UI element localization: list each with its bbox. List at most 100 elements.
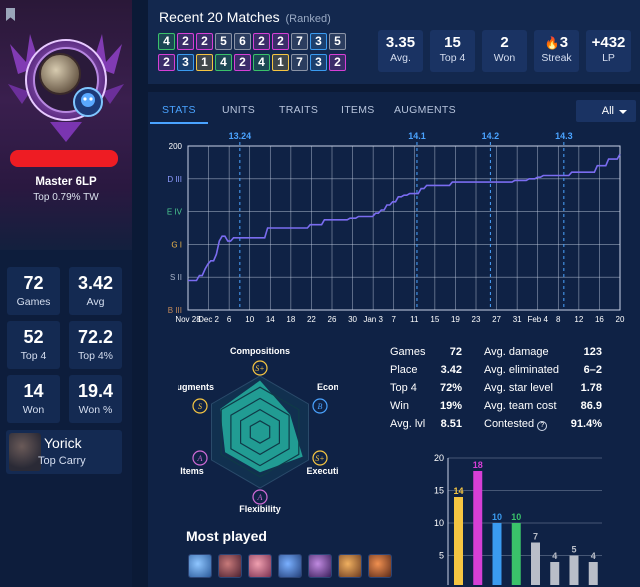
stat-value: 52 (23, 327, 44, 347)
x-tick-label: 10 (245, 315, 254, 324)
x-tick-label: 6 (227, 315, 232, 324)
stats-panel: STATS UNITS TRAITS ITEMS AUGMENTS All 20… (148, 92, 640, 587)
header-stat-lp: +432 LP (586, 30, 631, 72)
master-rank-emblem (0, 14, 132, 146)
y-tick-label: D III (167, 175, 182, 184)
x-tick-label: Dec 2 (198, 315, 219, 324)
grade-badge (312, 450, 328, 466)
champion-icon[interactable] (308, 554, 332, 578)
x-tick-label: 14 (266, 315, 275, 324)
yorick-avatar (9, 433, 41, 471)
header-stat-won: 2 Won (482, 30, 527, 72)
placement-bar (473, 471, 483, 585)
stats-label: Win (390, 400, 409, 412)
stats-value: 3.42 (440, 364, 462, 376)
placement-badge[interactable]: 1 (272, 54, 289, 71)
y-tick-label: G I (171, 240, 182, 249)
placement-badge[interactable]: 5 (329, 33, 346, 50)
x-tick-label: 26 (328, 315, 337, 324)
radar-value-area (220, 380, 303, 473)
champion-icon[interactable] (278, 554, 302, 578)
rank-percentile: Top 0.79% TW (33, 192, 99, 203)
placement-badge[interactable]: 2 (177, 33, 194, 50)
x-tick-label: 8 (556, 315, 561, 324)
stat-label: Games (16, 296, 51, 308)
flame-icon: 🔥 (544, 36, 560, 50)
chevron-down-icon (619, 110, 627, 114)
stat-value: 15 (444, 34, 461, 51)
placement-badge[interactable]: 1 (196, 54, 213, 71)
champion-icon[interactable] (368, 554, 392, 578)
placement-badge[interactable]: 4 (215, 54, 232, 71)
stats-label: Avg. star level (484, 382, 553, 394)
grade-badge (192, 450, 208, 466)
x-tick-label: Nov 28 (175, 315, 201, 324)
champion-icon[interactable] (248, 554, 272, 578)
streak-number: 3 (559, 34, 569, 51)
radar-ring (249, 420, 271, 444)
stats-label: Contested? (484, 418, 548, 431)
placement-badge[interactable]: 6 (234, 33, 251, 50)
placement-badge[interactable]: 3 (177, 54, 194, 71)
stats-value: 123 (583, 346, 602, 358)
stat-avg: 3.42 Avg (69, 267, 122, 315)
placement-badge[interactable]: 5 (215, 33, 232, 50)
placement-badge[interactable]: 2 (196, 33, 213, 50)
filter-dropdown[interactable]: All (576, 100, 636, 122)
placement-badge[interactable]: 3 (310, 33, 327, 50)
patch-marker-label: 14.1 (408, 131, 426, 141)
placement-bar (511, 523, 521, 585)
x-tick-label: 22 (307, 315, 316, 324)
placement-badge[interactable]: 4 (253, 54, 270, 71)
placement-badge[interactable]: 2 (272, 33, 289, 50)
bar-data-label: 7 (533, 532, 538, 542)
y-tick-label: E IV (167, 208, 183, 217)
tab-stats[interactable]: STATS (162, 104, 196, 116)
placement-badge[interactable]: 2 (329, 54, 346, 71)
tab-augments[interactable]: AUGMENTS (394, 104, 456, 116)
stat-label: LP (602, 52, 615, 64)
placement-bar (492, 523, 502, 585)
tab-units[interactable]: UNITS (222, 104, 255, 116)
stat-value: +432 (591, 34, 626, 51)
stats-value: 8.51 (440, 418, 462, 430)
radar-ring (239, 408, 281, 456)
y-tick-label: B III (168, 306, 182, 315)
stat-label: Won (493, 52, 516, 64)
grade-label: B (318, 402, 323, 411)
stats-label: Top 4 (390, 382, 417, 394)
y-tick-label: S II (170, 273, 182, 282)
stat-value: 19.4 (77, 381, 114, 401)
active-tab-indicator (150, 122, 208, 124)
champion-icon[interactable] (218, 554, 242, 578)
champion-icon[interactable] (188, 554, 212, 578)
stat-value: 3.42 (77, 273, 114, 293)
champion-icon[interactable] (338, 554, 362, 578)
radar-ring (230, 397, 290, 467)
placement-badge[interactable]: 2 (253, 33, 270, 50)
stat-value: 3.35 (385, 34, 416, 51)
grade-badge (252, 360, 268, 376)
placement-badge[interactable]: 7 (291, 54, 308, 71)
stat-value: 72.2 (77, 327, 114, 347)
help-icon[interactable]: ? (537, 421, 548, 431)
stats-value: 86.9 (580, 400, 602, 412)
placement-badge[interactable]: 7 (291, 33, 308, 50)
placement-badge[interactable]: 2 (234, 54, 251, 71)
tab-items[interactable]: ITEMS (341, 104, 375, 116)
placement-badge[interactable]: 2 (158, 54, 175, 71)
x-tick-label: 16 (595, 315, 604, 324)
bookmark-icon[interactable] (6, 8, 15, 21)
tab-traits[interactable]: TRAITS (279, 104, 319, 116)
placement-badge[interactable]: 4 (158, 33, 175, 50)
rank-title: Master 6LP (35, 176, 97, 188)
x-tick-label: 7 (391, 315, 396, 324)
top-carry-card[interactable]: Yorick Top Carry (6, 430, 122, 474)
placement-badge[interactable]: 3 (310, 54, 327, 71)
grade-badge (252, 489, 268, 505)
filter-value: All (601, 105, 614, 117)
bar-data-label: 18 (473, 460, 483, 470)
